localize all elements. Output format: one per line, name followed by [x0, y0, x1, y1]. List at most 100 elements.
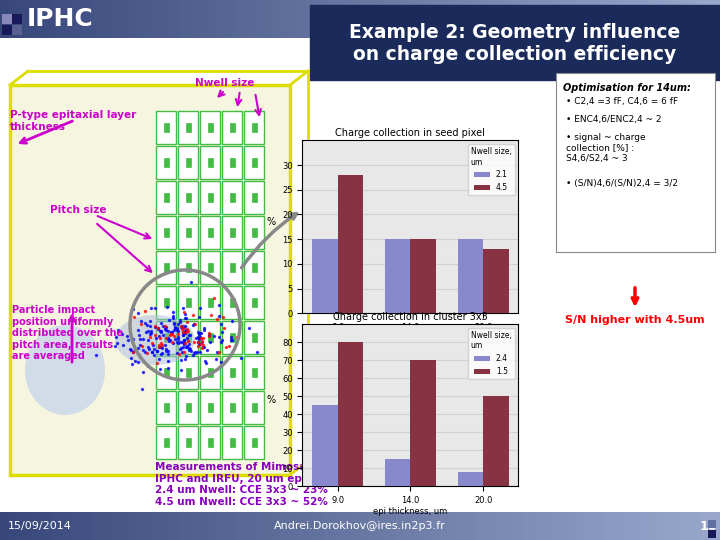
- Bar: [270, 0, 280, 38]
- Bar: [693, 0, 703, 38]
- Point: [133, 351, 145, 360]
- Point: [138, 335, 149, 343]
- Point: [225, 336, 237, 345]
- Point: [211, 314, 222, 323]
- Point: [188, 348, 199, 357]
- Bar: [405, 0, 415, 38]
- Bar: [222, 286, 242, 319]
- Text: P-type epitaxial layer
thickness: P-type epitaxial layer thickness: [10, 110, 136, 132]
- Bar: [156, 321, 176, 354]
- Bar: [186, 299, 191, 307]
- Point: [140, 318, 151, 327]
- Point: [176, 366, 187, 375]
- Point: [200, 359, 212, 367]
- Bar: [200, 321, 220, 354]
- Text: • ENC4,6/ENC2,4 ~ 2: • ENC4,6/ENC2,4 ~ 2: [566, 115, 662, 124]
- Point: [178, 339, 189, 348]
- Point: [127, 305, 139, 313]
- Point: [112, 339, 123, 348]
- Bar: [648, 512, 658, 540]
- Bar: [163, 299, 168, 307]
- Point: [177, 327, 189, 336]
- Point: [166, 328, 177, 337]
- Bar: [180, 0, 190, 38]
- Point: [140, 328, 151, 336]
- Point: [199, 357, 211, 366]
- Text: S/N higher with 4.5um: S/N higher with 4.5um: [565, 315, 705, 325]
- Bar: [207, 193, 212, 201]
- Bar: [186, 264, 191, 272]
- Point: [172, 333, 184, 341]
- Bar: [216, 0, 226, 38]
- Point: [215, 357, 227, 366]
- Bar: [387, 0, 397, 38]
- Text: Nwell size: Nwell size: [195, 78, 254, 88]
- Point: [197, 338, 208, 347]
- Point: [161, 345, 172, 353]
- Point: [161, 326, 172, 334]
- Bar: [153, 512, 163, 540]
- Bar: [222, 111, 242, 144]
- Bar: [477, 0, 487, 38]
- Point: [179, 329, 191, 338]
- Bar: [178, 356, 198, 389]
- Bar: [200, 181, 220, 214]
- Point: [112, 326, 123, 335]
- Point: [117, 329, 128, 338]
- Point: [147, 339, 158, 347]
- Bar: [702, 512, 712, 540]
- Point: [145, 348, 157, 357]
- Point: [154, 326, 166, 335]
- Bar: [513, 0, 523, 38]
- Bar: [385, 459, 410, 486]
- Point: [155, 328, 166, 336]
- Point: [213, 301, 225, 309]
- Bar: [540, 0, 550, 38]
- Point: [153, 354, 165, 363]
- Bar: [531, 0, 541, 38]
- Point: [132, 357, 144, 366]
- Bar: [244, 286, 264, 319]
- Point: [164, 330, 176, 339]
- Point: [169, 323, 181, 332]
- Point: [181, 343, 192, 352]
- Point: [144, 321, 156, 330]
- Bar: [423, 512, 433, 540]
- Bar: [230, 333, 235, 342]
- Text: Andrei.Dorokhov@ires.in2p3.fr: Andrei.Dorokhov@ires.in2p3.fr: [274, 521, 446, 531]
- Bar: [0, 0, 10, 38]
- Bar: [200, 356, 220, 389]
- Point: [171, 323, 183, 332]
- Bar: [351, 512, 361, 540]
- Point: [143, 345, 155, 353]
- Bar: [9, 0, 19, 38]
- Bar: [222, 216, 242, 249]
- Bar: [483, 396, 508, 486]
- Point: [194, 332, 205, 341]
- Point: [180, 326, 192, 334]
- Bar: [230, 123, 235, 132]
- Bar: [675, 512, 685, 540]
- Point: [135, 335, 146, 343]
- Bar: [156, 356, 176, 389]
- Bar: [279, 512, 289, 540]
- Bar: [207, 228, 212, 237]
- Point: [109, 341, 121, 350]
- Bar: [288, 0, 298, 38]
- Bar: [306, 512, 316, 540]
- Point: [203, 331, 215, 340]
- Point: [163, 363, 174, 372]
- Bar: [63, 512, 73, 540]
- Bar: [117, 0, 127, 38]
- Point: [174, 315, 185, 324]
- Point: [147, 347, 158, 356]
- Title: Charge collection in seed pixel: Charge collection in seed pixel: [336, 128, 485, 138]
- Point: [175, 343, 186, 352]
- Point: [217, 313, 228, 321]
- Bar: [186, 333, 191, 342]
- Bar: [630, 0, 640, 38]
- Point: [175, 323, 186, 332]
- Bar: [576, 0, 586, 38]
- Point: [184, 343, 195, 352]
- Point: [171, 326, 183, 334]
